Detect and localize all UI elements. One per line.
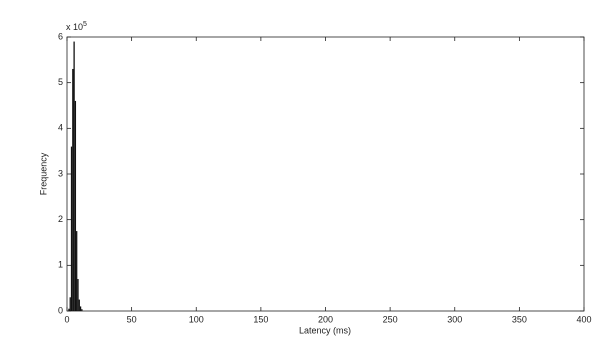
histogram-bar [70, 146, 73, 311]
y-multiplier: x 105 [66, 21, 87, 33]
y-tick-label: 1 [58, 260, 63, 270]
x-tick-label: 150 [253, 314, 268, 324]
y-tick-label: 2 [58, 214, 63, 224]
y-multiplier-exponent: 5 [83, 21, 87, 28]
x-tick-label: 300 [447, 314, 462, 324]
x-tick-label: 0 [64, 314, 69, 324]
histogram-bar [79, 306, 82, 311]
y-multiplier-base: x 10 [66, 22, 83, 32]
histogram-bar [76, 231, 78, 311]
y-tick-label: 5 [58, 77, 63, 87]
x-tick-label: 200 [318, 314, 333, 324]
x-tick-label: 50 [127, 314, 137, 324]
histogram-bar [74, 100, 77, 311]
histogram-bar [69, 297, 71, 311]
plot-frame [66, 36, 585, 312]
x-tick-label: 350 [512, 314, 527, 324]
histogram-bar [73, 41, 75, 312]
y-axis-label: Frequency [38, 152, 48, 195]
histogram-bar [72, 68, 74, 311]
y-tick-label: 3 [58, 168, 63, 178]
x-axis-label: Latency (ms) [299, 325, 351, 335]
x-tick-label: 100 [189, 314, 204, 324]
y-tick-label: 6 [58, 31, 63, 41]
x-tick-label: 400 [576, 314, 591, 324]
histogram-bar [78, 299, 80, 311]
histogram-bar [68, 308, 70, 311]
y-tick-label: 0 [58, 305, 63, 315]
y-tick-label: 4 [58, 123, 63, 133]
histogram-bar [77, 279, 79, 311]
x-tick-label: 250 [383, 314, 398, 324]
histogram-bar [81, 309, 83, 311]
